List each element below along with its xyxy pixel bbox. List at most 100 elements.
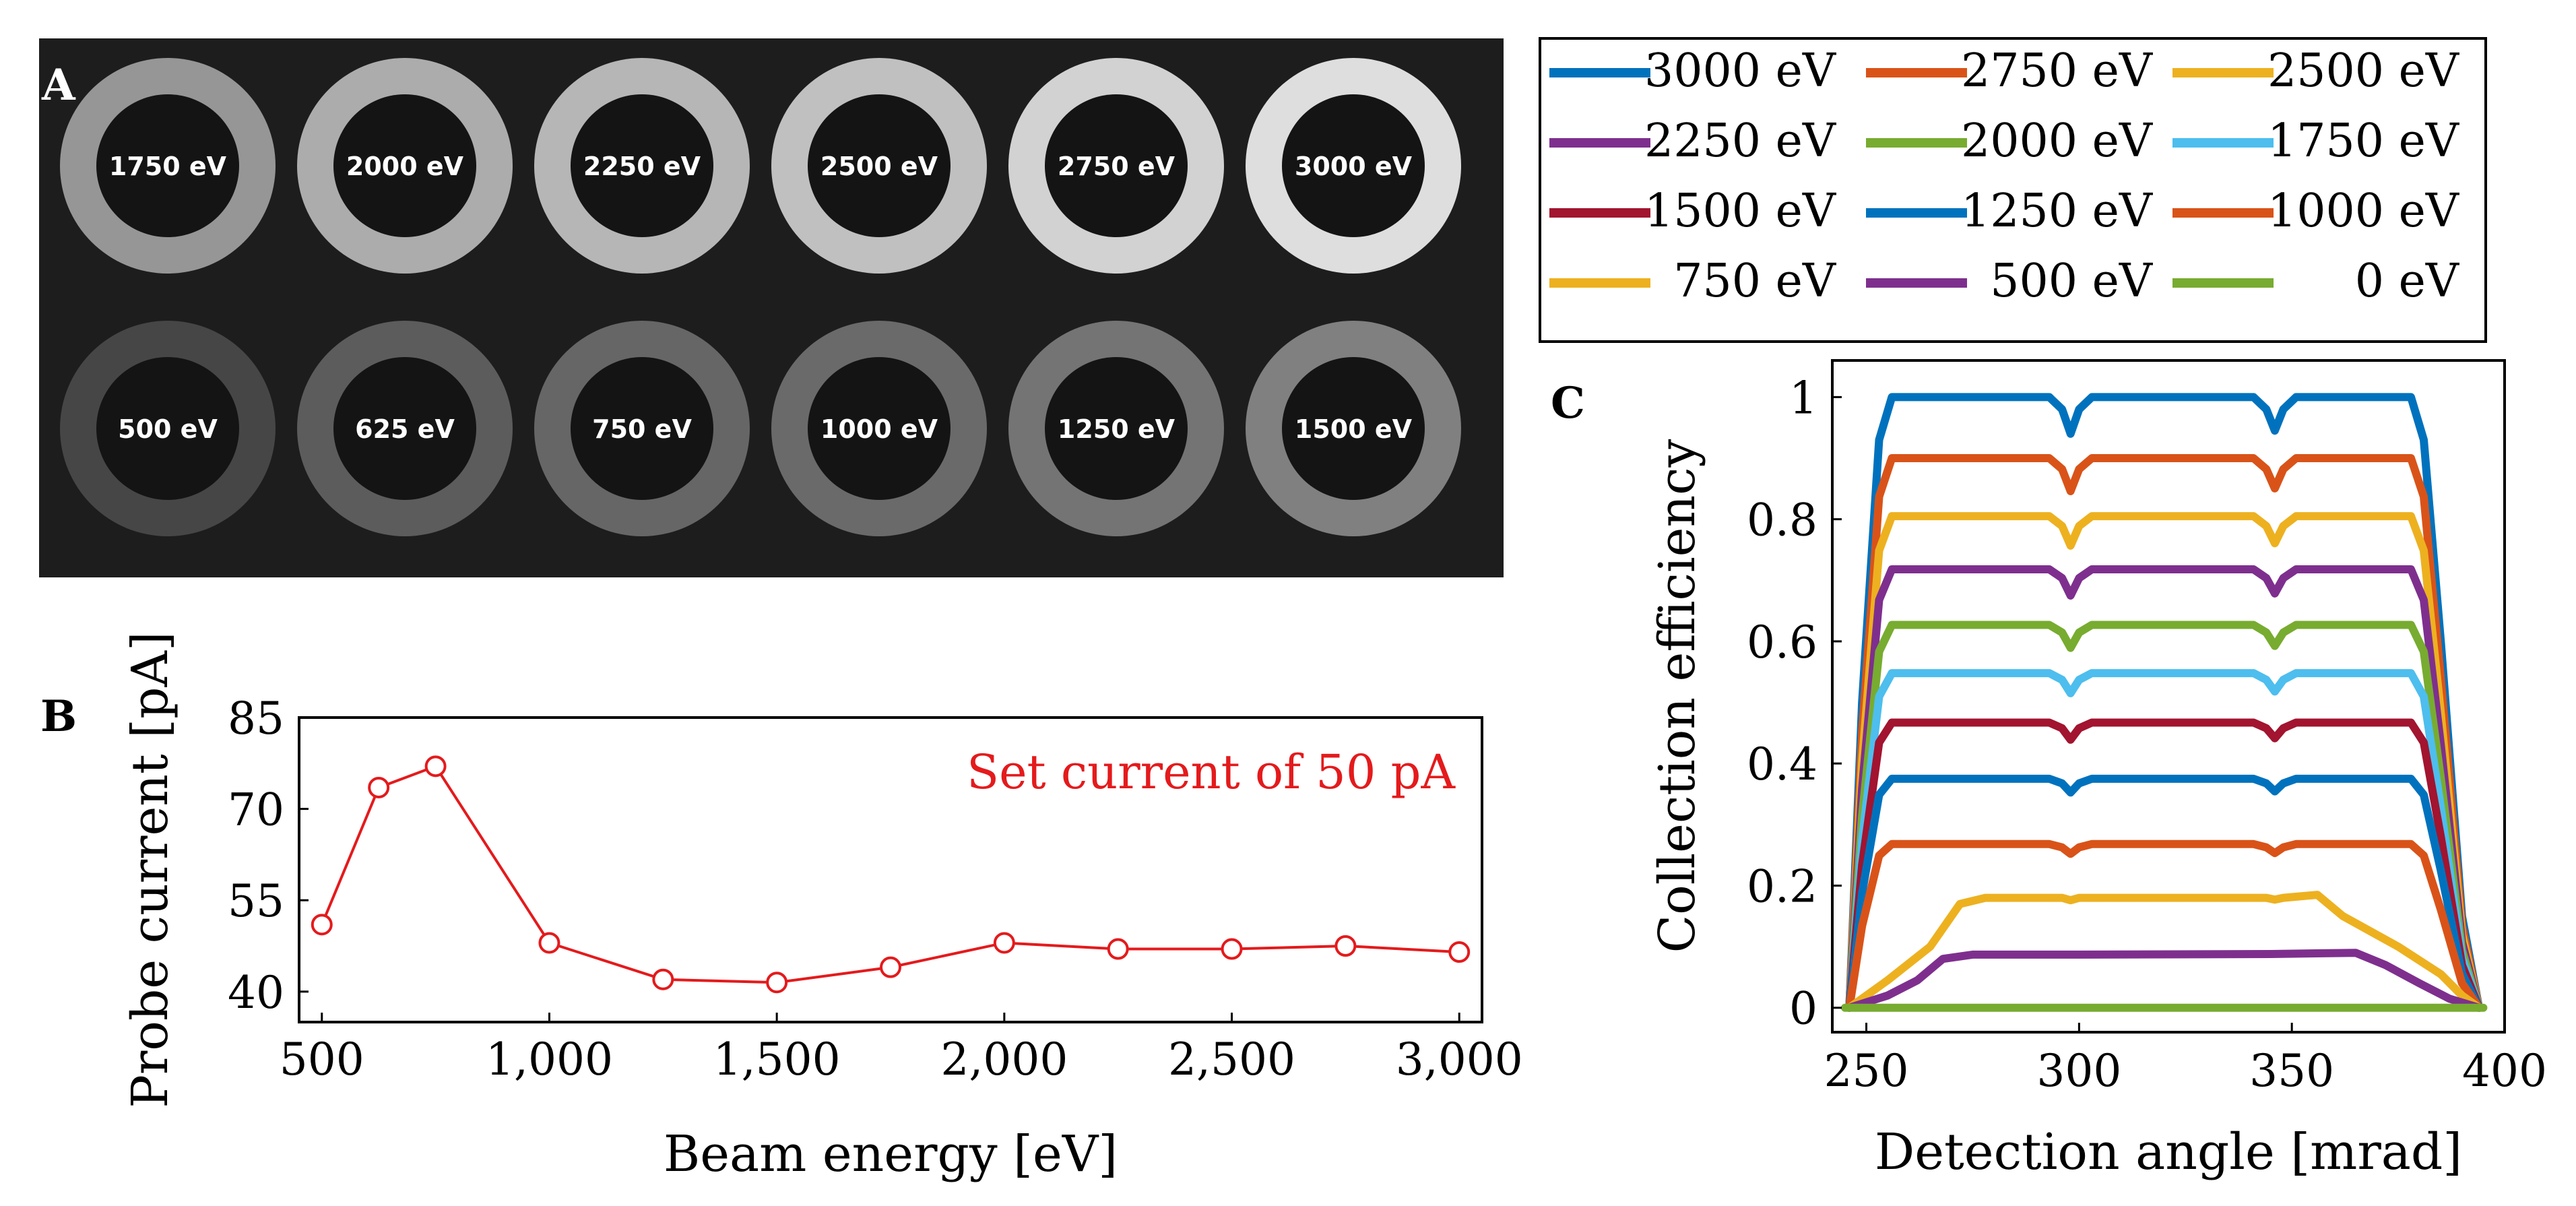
ring-grid: 1750 eV 2000 eV 2250 eV 2500 eV 2750 eV 3000 … xyxy=(60,58,1461,536)
c-x-tick-label: 250 xyxy=(1824,1045,1909,1097)
c-legend-item: 1250 eV xyxy=(1866,185,2154,238)
c-legend-label: 2500 eV xyxy=(2267,44,2460,98)
detector-ring: 625 eV xyxy=(297,321,513,536)
c-legend-item: 2000 eV xyxy=(1866,115,2154,168)
detector-ring: 500 eV xyxy=(60,321,276,536)
ring-label: 1250 eV xyxy=(1058,414,1176,444)
b-data-point xyxy=(880,956,901,978)
c-series-line xyxy=(1845,454,2484,1012)
c-y-tick-label: 0.8 xyxy=(1747,495,1817,546)
ring-hole xyxy=(96,94,239,237)
b-y-tick-label: 70 xyxy=(228,784,284,836)
b-x-tick-label: 1,000 xyxy=(486,1034,613,1085)
c-legend-item: 1750 eV xyxy=(2172,115,2460,168)
detector-ring: 750 eV xyxy=(534,321,750,536)
b-data-point xyxy=(424,755,447,777)
c-legend-item: 2250 eV xyxy=(1549,115,1837,168)
c-tick-labels: 250 300 350 400 0 0.2 0.4 0.6 0.8 1 xyxy=(1747,372,2547,1097)
c-x-tick-label: 350 xyxy=(2249,1045,2334,1097)
c-series-line xyxy=(1845,621,2484,1012)
ring-hole xyxy=(1045,357,1188,500)
b-y-tick-label: 40 xyxy=(228,967,284,1019)
b-data-point xyxy=(993,932,1015,954)
ring-label: 750 eV xyxy=(592,414,692,444)
detector-ring: 2500 eV xyxy=(771,58,987,274)
ring-hole xyxy=(1282,94,1425,237)
c-legend-item: 1000 eV xyxy=(2172,185,2460,238)
ring-label: 1500 eV xyxy=(1295,414,1413,444)
b-series xyxy=(311,755,1471,994)
c-series-line xyxy=(1845,718,2484,1012)
c-legend-item: 1500 eV xyxy=(1549,185,1837,238)
ring-hole xyxy=(333,94,476,237)
detector-ring: 3000 eV xyxy=(1246,58,1461,274)
b-y-tick-label: 55 xyxy=(228,875,284,927)
ring-hole xyxy=(333,357,476,500)
c-legend-label: 3000 eV xyxy=(1644,44,1837,98)
c-series-line xyxy=(1845,774,2484,1012)
ring-label: 625 eV xyxy=(355,414,455,444)
ring-hole xyxy=(1045,94,1188,237)
c-legend-label: 1000 eV xyxy=(2267,185,2460,238)
c-y-tick-label: 0.2 xyxy=(1747,860,1817,912)
c-series-line xyxy=(1845,393,2484,1012)
c-y-tick-label: 0 xyxy=(1789,983,1817,1035)
ring-label: 2750 eV xyxy=(1058,152,1176,181)
ring-label: 2250 eV xyxy=(583,152,701,181)
b-data-point xyxy=(1221,938,1243,960)
c-legend-item: 2500 eV xyxy=(2172,44,2460,98)
c-y-tick-label: 0.6 xyxy=(1747,616,1817,668)
c-y-axis-label: Collection efficiency xyxy=(1648,439,1706,953)
c-legend-item: 750 eV xyxy=(1549,255,1837,308)
c-x-axis-label: Detection angle [mrad] xyxy=(1875,1123,2462,1181)
detector-ring: 2250 eV xyxy=(534,58,750,274)
ring-label: 3000 eV xyxy=(1295,152,1413,181)
b-data-point xyxy=(766,972,788,994)
ring-hole xyxy=(571,94,713,237)
c-y-tick-label: 0.4 xyxy=(1747,738,1817,790)
b-data-point xyxy=(1334,935,1357,957)
b-x-tick-label: 1,500 xyxy=(713,1034,841,1085)
ring-hole xyxy=(808,94,951,237)
b-x-tick-label: 3,000 xyxy=(1396,1034,1523,1085)
b-tick-labels: 500 1,000 1,500 2,000 2,500 3,000 40 55 70 85 xyxy=(228,693,1523,1085)
b-y-axis-label: Probe current [pA] xyxy=(121,631,179,1108)
ring-hole xyxy=(571,357,713,500)
b-data-point xyxy=(368,776,390,798)
c-series-line xyxy=(1845,512,2484,1012)
c-y-tick-label: 1 xyxy=(1789,372,1817,424)
detector-ring: 1750 eV xyxy=(60,58,276,274)
b-annotation: Set current of 50 pA xyxy=(967,744,1456,800)
panel-label-a: A xyxy=(41,60,76,110)
c-series xyxy=(1840,393,2488,1012)
b-plot-frame xyxy=(298,716,1483,1023)
b-data-point xyxy=(311,914,333,936)
c-legend-item: 0 eV xyxy=(2172,255,2460,308)
c-legend-item: 500 eV xyxy=(1866,255,2154,308)
c-legend-label: 1750 eV xyxy=(2267,115,2460,168)
ring-hole xyxy=(1282,357,1425,500)
c-legend-item: 3000 eV xyxy=(1549,44,1837,98)
c-legend-box xyxy=(1539,37,2487,343)
b-data-point xyxy=(652,968,674,990)
c-legend-item: 2750 eV xyxy=(1866,44,2154,98)
c-legend-label: 1500 eV xyxy=(1644,185,1837,238)
ring-label: 500 eV xyxy=(118,414,218,444)
c-series-line xyxy=(1845,891,2484,1012)
c-series-line xyxy=(1845,839,2484,1012)
ring-hole xyxy=(96,357,239,500)
c-x-tick-label: 300 xyxy=(2036,1045,2121,1097)
b-data-point xyxy=(1107,938,1129,960)
c-legend-label: 2000 eV xyxy=(1961,115,2154,168)
b-x-axis-label: Beam energy [eV] xyxy=(664,1125,1118,1183)
ring-label: 2000 eV xyxy=(346,152,464,181)
ring-label: 1000 eV xyxy=(820,414,938,444)
c-legend-label: 500 eV xyxy=(1990,255,2154,308)
detector-ring: 1250 eV xyxy=(1008,321,1224,536)
ring-hole xyxy=(808,357,951,500)
b-data-point xyxy=(538,932,560,954)
panel-b-chart: B 500 1,000 1,500 2,000 2,500 3,000 40 55 70 85 S… xyxy=(40,631,1523,1183)
panel-label-b: B xyxy=(40,691,77,742)
